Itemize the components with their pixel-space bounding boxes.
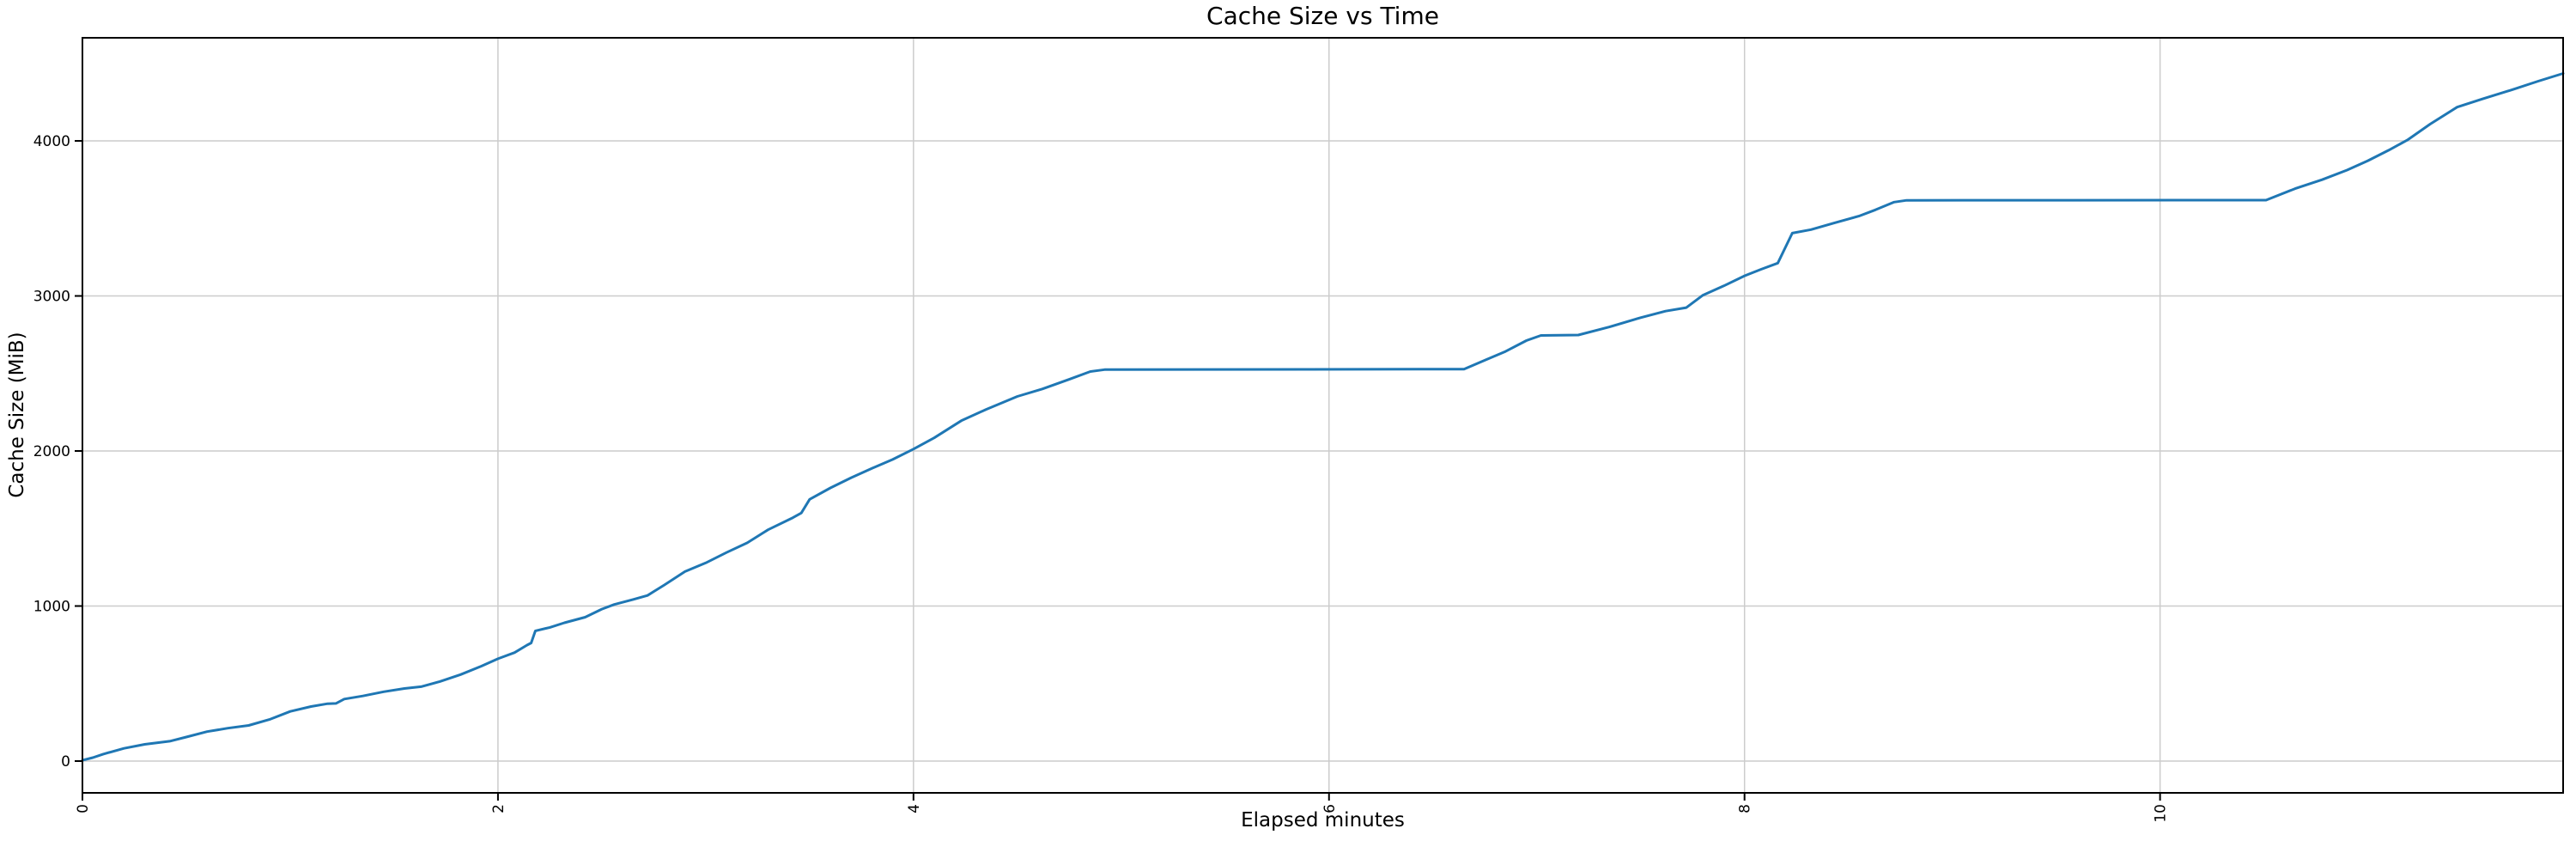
chart-title: Cache Size vs Time <box>1206 2 1439 30</box>
y-tick-label: 2000 <box>33 443 70 460</box>
y-tick-label: 4000 <box>33 133 70 150</box>
series-line <box>81 72 2565 762</box>
x-tick-label: 6 <box>1321 804 1339 813</box>
x-tick-label: 10 <box>2153 804 2170 823</box>
axes-spines <box>82 37 2564 794</box>
x-tick-label: 2 <box>490 804 507 813</box>
x-axis-label: Elapsed minutes <box>1241 809 1405 832</box>
y-axis-label: Cache Size (MiB) <box>6 332 28 498</box>
x-tick-label: 0 <box>75 804 92 813</box>
x-tick-label: 4 <box>906 804 923 813</box>
y-tick-label: 3000 <box>33 289 70 306</box>
y-tick-label: 1000 <box>33 599 70 616</box>
y-tick-label: 0 <box>61 753 70 771</box>
x-tick-label: 8 <box>1737 804 1754 813</box>
